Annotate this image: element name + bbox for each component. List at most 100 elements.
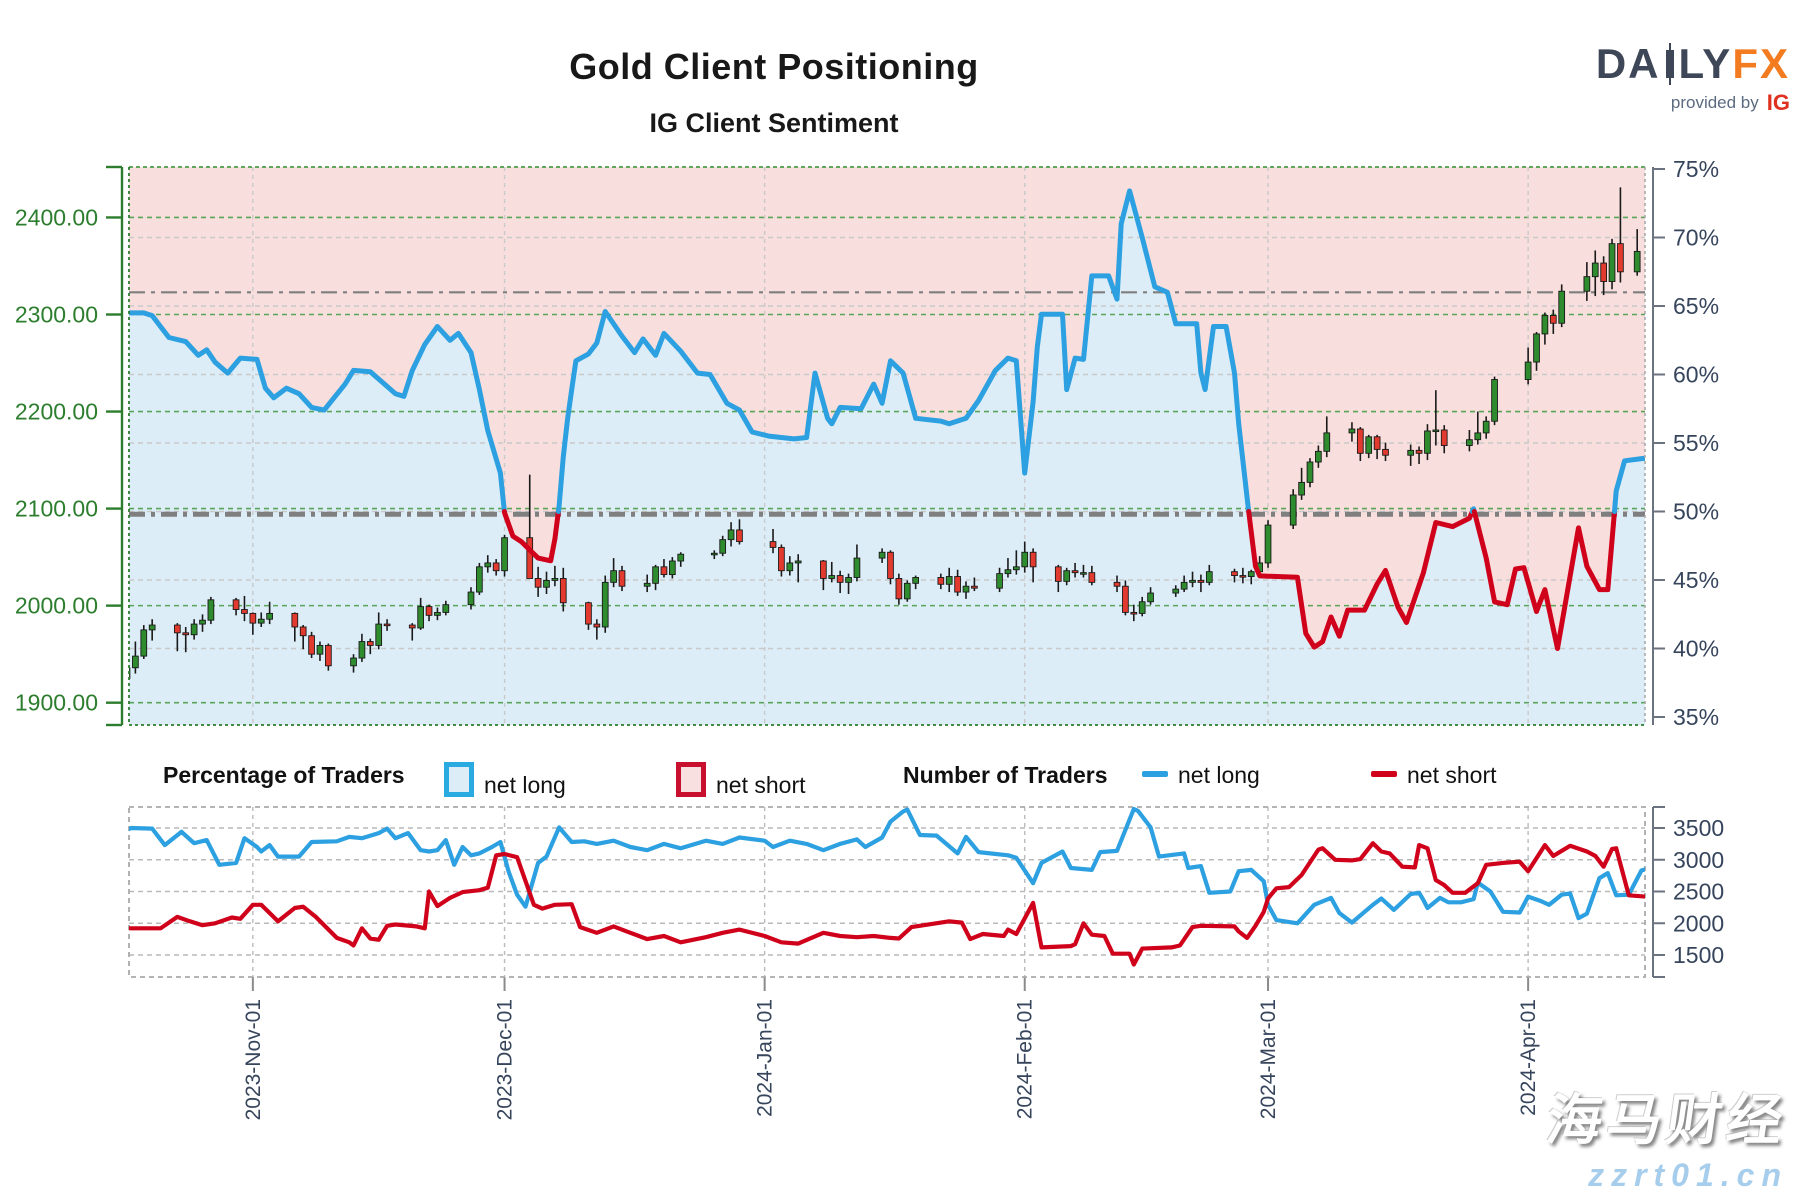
pct-axis-label: 55%: [1673, 430, 1719, 456]
price-axis-label: 2000.00: [15, 593, 98, 619]
candle-body: [836, 575, 844, 583]
candle-body: [316, 644, 324, 655]
logo-text-ly: LY: [1678, 40, 1733, 87]
candle-body: [1583, 276, 1591, 292]
candle-body: [543, 579, 550, 588]
candle-body: [1608, 243, 1616, 282]
candle-body: [1306, 461, 1314, 483]
candle-body: [1482, 420, 1490, 434]
candle-body: [1231, 571, 1238, 577]
candle-body: [954, 576, 961, 593]
candle-body: [887, 551, 894, 579]
price-axis-label: 2300.00: [15, 302, 98, 328]
price-axis-label: 1900.00: [15, 690, 98, 716]
page-title: Gold Client Positioning: [569, 46, 979, 87]
candle-body: [308, 635, 315, 655]
candle-body: [484, 562, 492, 568]
candle-body: [434, 611, 441, 616]
net-long-area: [129, 190, 1645, 725]
candle-body: [1524, 361, 1532, 380]
candle-body: [492, 562, 500, 572]
price-axis-label: 2200.00: [15, 399, 98, 425]
candle-body: [769, 541, 777, 548]
candle-body: [601, 581, 609, 628]
candle-body: [945, 576, 953, 585]
candle-body: [853, 557, 861, 578]
gridlines: [129, 167, 1645, 991]
count-axis-label: 3000: [1673, 847, 1724, 873]
candle-body: [1122, 585, 1129, 613]
pct-axis-label: 40%: [1673, 636, 1719, 662]
candle-body: [1432, 429, 1440, 433]
candle-body: [442, 604, 450, 613]
candle-body: [148, 624, 156, 631]
legend-pct-net-short: net short: [676, 762, 806, 799]
candle-body: [1348, 428, 1356, 434]
candle-body: [1298, 481, 1305, 496]
candle-body: [903, 582, 911, 600]
candle-body: [534, 578, 542, 588]
date-axis-label: 2024-Feb-01: [1014, 999, 1037, 1119]
candle-body: [383, 623, 391, 627]
date-axis-label: 2023-Dec-01: [494, 999, 517, 1120]
candle-body: [476, 566, 483, 593]
chart-subtitle: IG Client Sentiment: [649, 108, 899, 138]
candle-body: [912, 577, 920, 584]
traders-net-long-line: [129, 807, 1645, 926]
candle-body: [878, 551, 886, 559]
candle-body: [1323, 432, 1331, 452]
candle-body: [1600, 262, 1607, 282]
candle-body: [1591, 262, 1599, 278]
candle-body: [643, 582, 651, 587]
net-short-line-swatch: [1371, 771, 1397, 777]
candle-body: [828, 575, 836, 579]
legend-pct-title: Percentage of Traders: [163, 762, 405, 788]
candle-body: [299, 626, 307, 637]
candle-body: [350, 657, 357, 667]
legend-num-net-short: net short: [1371, 762, 1497, 789]
candle-body: [1558, 290, 1566, 324]
candle-body: [1113, 581, 1121, 587]
candle-body: [358, 641, 366, 659]
candle-body: [1264, 524, 1272, 564]
chart-legend: Percentage of Traders net long net short…: [0, 760, 1800, 800]
candle-body: [1197, 579, 1205, 583]
candle-body: [366, 641, 374, 646]
candle-body: [1138, 601, 1146, 614]
candle-body: [132, 655, 139, 669]
candle-body: [1541, 315, 1549, 335]
candle-body: [736, 529, 743, 543]
legend-pct-net-long: net long: [444, 762, 566, 799]
candle-body: [173, 624, 181, 634]
sentiment-line: [129, 188, 1645, 651]
candle-body: [996, 573, 1003, 589]
pct-axis-label: 65%: [1673, 293, 1719, 319]
price-axis-label: 2400.00: [15, 204, 98, 230]
candle-body: [1440, 429, 1448, 446]
candle-body: [1474, 432, 1482, 441]
candle-body: [660, 566, 668, 576]
candle-body: [1466, 439, 1473, 446]
ig-logo: IG: [1766, 90, 1790, 115]
date-axis-label: 2024-Mar-01: [1257, 999, 1280, 1119]
candle-body: [182, 632, 190, 636]
net-long-line-swatch: [1142, 771, 1168, 777]
candle-body: [199, 619, 206, 625]
candle-body: [669, 560, 676, 576]
candle-body: [1239, 575, 1247, 578]
candle-body: [1373, 436, 1381, 450]
watermark-cn: 海马财经: [1542, 1089, 1792, 1151]
candle-body: [190, 623, 198, 636]
pct-axis-label: 50%: [1673, 499, 1719, 525]
candle-body: [1356, 428, 1364, 454]
dailyfx-wordmark: DA LY FX: [1470, 40, 1790, 88]
candle-body: [1205, 571, 1213, 583]
candle-body: [249, 612, 257, 624]
candle-body: [291, 612, 299, 628]
pct-axis-label: 60%: [1673, 362, 1719, 388]
candle-body: [1029, 551, 1037, 568]
watermark: 海马财经 zzrt01.cn: [1543, 1075, 1792, 1194]
candle-body: [1549, 315, 1557, 324]
candle-body: [962, 585, 970, 593]
